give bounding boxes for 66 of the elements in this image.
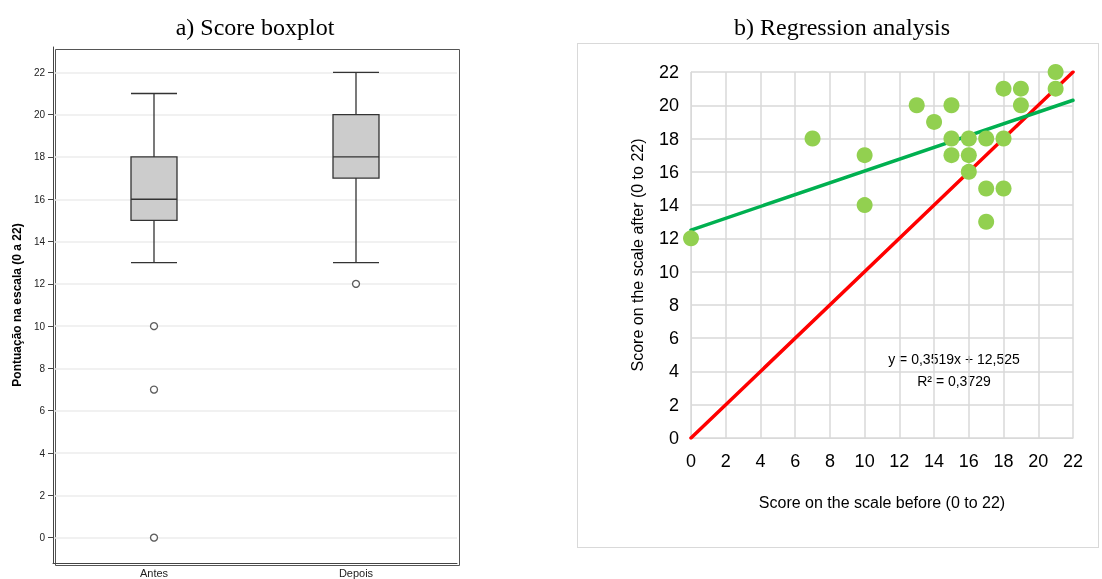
y-tick-label: 18	[33, 151, 46, 163]
y-tick-label: 18	[658, 128, 679, 149]
x-tick-label: 14	[924, 451, 945, 471]
annotation: R² = 0,3729	[917, 373, 991, 389]
x-tick-label: 10	[854, 451, 875, 471]
point	[995, 80, 1012, 97]
y-tick-label: 16	[658, 161, 679, 182]
point	[1047, 64, 1064, 80]
x-tick-label: 20	[1028, 451, 1049, 471]
point	[978, 180, 995, 197]
y-tick-label: 2	[668, 394, 679, 415]
x-tick-label: 6	[790, 451, 801, 471]
point	[683, 230, 699, 247]
x-tick-label: 4	[755, 451, 766, 471]
x-tick-label: 2	[720, 451, 731, 471]
point	[908, 97, 925, 114]
y-tick-label: 22	[658, 62, 679, 82]
x-tick-label: Antes	[139, 566, 169, 579]
y-tick-label: 4	[668, 361, 679, 382]
point	[1012, 97, 1029, 114]
point	[995, 130, 1012, 147]
point	[856, 197, 873, 214]
annotation: y = 0,3519x + 12,525	[888, 351, 1020, 367]
chart-title: b) Regression analysis	[734, 14, 950, 40]
point	[943, 130, 960, 147]
point	[960, 130, 977, 147]
y-tick-label: 8	[39, 362, 46, 374]
point	[995, 180, 1012, 197]
point	[943, 97, 960, 114]
point	[978, 213, 995, 230]
y-tick-label: 0	[668, 428, 679, 448]
y-tick-label: 14	[33, 236, 46, 248]
point	[960, 163, 977, 180]
point	[926, 113, 943, 130]
x-tick-label: Depois	[338, 566, 374, 579]
point	[1012, 80, 1029, 97]
x-axis-title: Score on the scale before (0 to 22)	[758, 493, 1006, 511]
y-tick-label: 10	[33, 320, 46, 332]
point	[978, 130, 995, 147]
x-tick-label: 16	[958, 451, 979, 471]
y-tick-label: 2	[39, 489, 46, 501]
point	[856, 147, 873, 164]
x-tick-label: 22	[1062, 451, 1084, 471]
y-tick-label: 6	[39, 405, 46, 417]
y-axis-title: Score on the scale after (0 to 22)	[628, 138, 646, 372]
x-tick-label: 12	[889, 451, 910, 471]
y-axis-title: Pontuação na escala (0 a 22)	[9, 223, 24, 387]
y-tick-label: 16	[33, 193, 46, 205]
x-tick-label: 18	[993, 451, 1014, 471]
x-tick-label: 8	[824, 451, 835, 471]
point	[960, 147, 977, 164]
point	[804, 130, 821, 147]
y-tick-label: 8	[668, 294, 679, 315]
y-tick-label: 10	[658, 261, 679, 282]
y-tick-label: 12	[658, 228, 679, 249]
y-tick-label: 6	[668, 328, 679, 349]
y-tick-label: 22	[33, 66, 46, 78]
y-tick-label: 12	[33, 278, 46, 290]
point	[1047, 80, 1064, 97]
point	[943, 147, 960, 164]
y-tick-label: 20	[658, 95, 679, 116]
y-tick-label: 0	[39, 532, 46, 544]
chart-title: a) Score boxplot	[175, 14, 335, 40]
x-tick-label: 0	[685, 451, 697, 471]
y-tick-label: 14	[658, 195, 679, 216]
y-tick-label: 20	[33, 109, 46, 121]
